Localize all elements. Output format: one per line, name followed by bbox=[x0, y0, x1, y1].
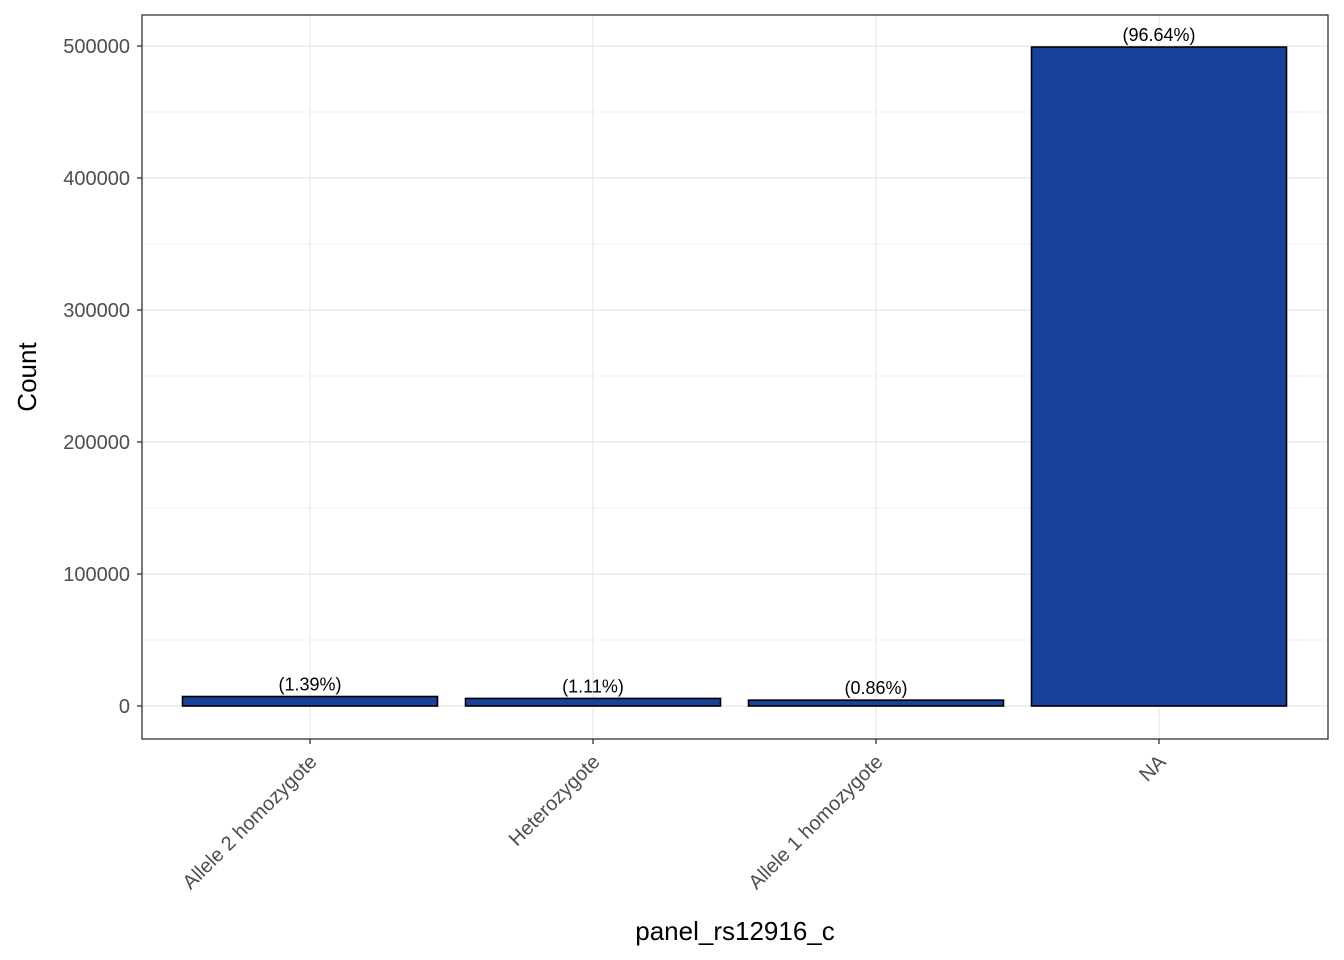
data-label: (96.64%) bbox=[1122, 25, 1195, 45]
x-tick-label: Allele 2 homozygote bbox=[179, 751, 322, 894]
y-tick-label: 200000 bbox=[63, 432, 130, 454]
bars: (1.39%) (1.11%) (0.86%) (96.64%) bbox=[181, 25, 1288, 707]
data-label: (1.11%) bbox=[562, 676, 624, 696]
axes: 0 100000 200000 300000 400000 500000 Allele 2 … bbox=[63, 36, 1171, 894]
bar bbox=[747, 699, 1005, 707]
x-tick-label: Heterozygote bbox=[505, 751, 605, 851]
y-tick-label: 0 bbox=[119, 696, 130, 718]
data-label: (1.39%) bbox=[278, 675, 341, 695]
bar bbox=[1030, 46, 1288, 707]
data-label: (0.86%) bbox=[844, 678, 907, 698]
y-tick-label: 300000 bbox=[63, 300, 130, 322]
y-axis-title: Count bbox=[12, 342, 42, 412]
y-tick-label: 100000 bbox=[63, 564, 130, 586]
x-axis-title: panel_rs12916_c bbox=[635, 916, 835, 946]
bar bbox=[464, 697, 722, 707]
plot-panel-border bbox=[141, 14, 1329, 740]
x-tick-label: Allele 1 homozygote bbox=[745, 751, 888, 894]
bar bbox=[181, 695, 439, 707]
y-tick-label: 400000 bbox=[63, 168, 130, 190]
x-tick-label: NA bbox=[1135, 751, 1171, 787]
y-tick-label: 500000 bbox=[63, 36, 130, 58]
